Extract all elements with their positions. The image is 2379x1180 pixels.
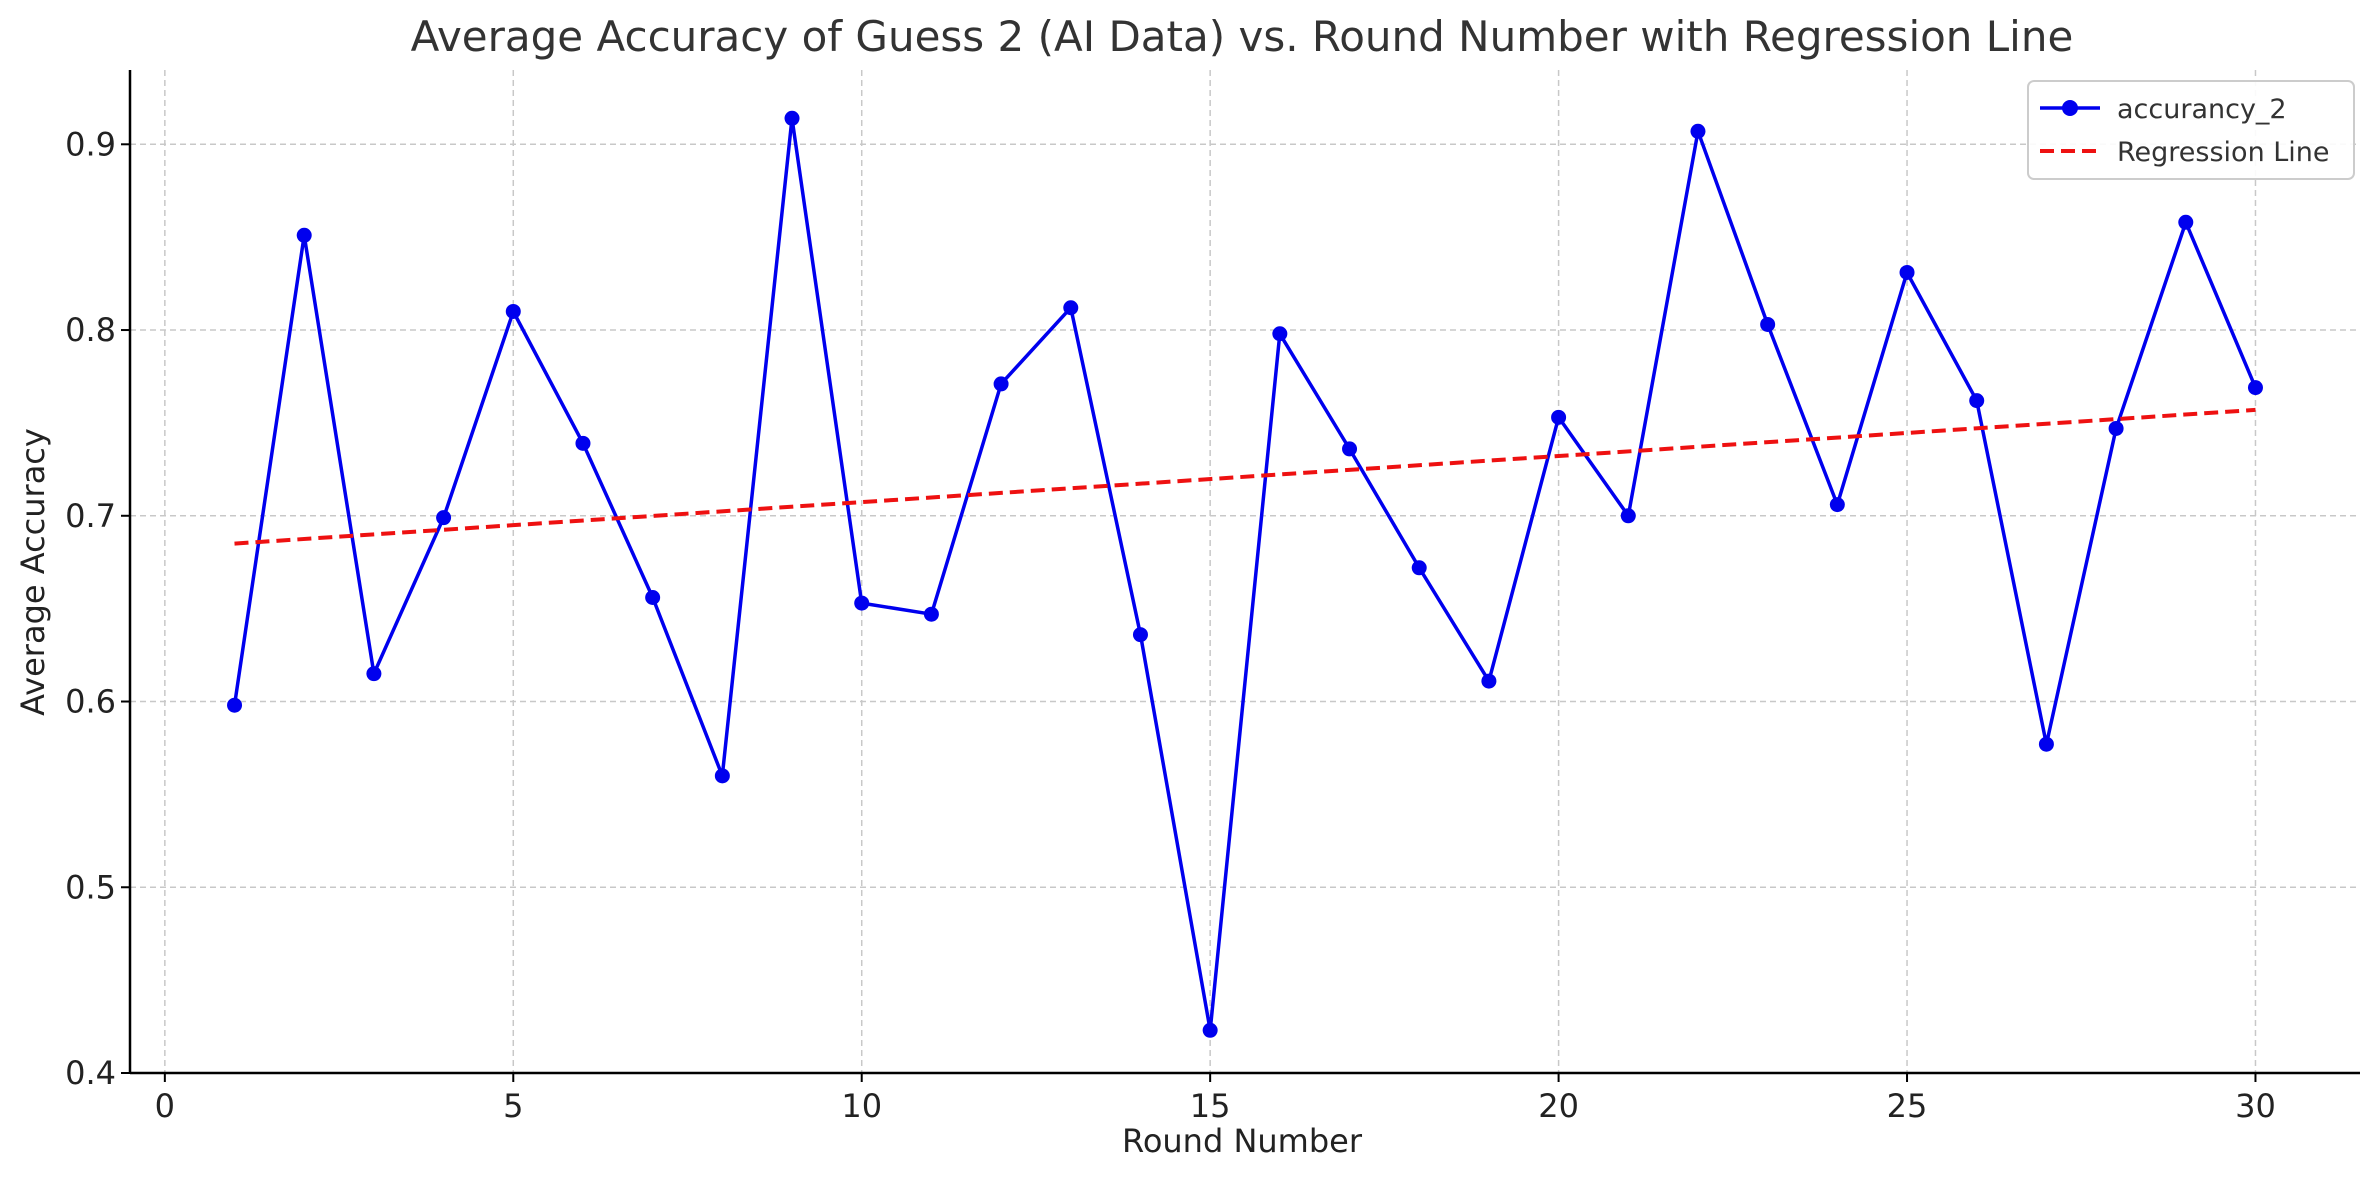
data-point-5	[505, 303, 521, 319]
data-point-6	[575, 435, 591, 451]
legend-frame	[2027, 80, 2355, 180]
data-point-16	[1272, 326, 1288, 342]
x-tick-label-2: 10	[841, 1087, 882, 1125]
regression-line	[234, 407, 2256, 546]
x-tick-label-5: 25	[1887, 1087, 1928, 1125]
x-axis-label: Round Number	[1122, 1122, 1363, 1160]
y-tick-label-5: 0.9	[65, 125, 116, 163]
legend-label-accurancy-2: accurancy_2	[2117, 94, 2287, 125]
y-axis-label: Average Accuracy	[14, 428, 52, 716]
data-point-2	[296, 227, 312, 243]
ticks: 0 5 10 15 20 25 30 0.4 0.5 0.6 0.7 0.8 0.9	[65, 125, 2276, 1125]
legend-marker-accurancy-2	[2062, 100, 2078, 116]
y-tick-label-3: 0.7	[65, 497, 116, 535]
data-point-9	[784, 110, 800, 126]
data-point-13	[1063, 300, 1079, 316]
data-point-7	[645, 590, 661, 606]
data-point-4	[436, 510, 452, 526]
data-point-8	[714, 768, 730, 784]
data-point-19	[1481, 673, 1497, 689]
data-point-22	[1690, 123, 1706, 139]
data-point-17	[1342, 441, 1358, 457]
data-point-12	[993, 376, 1009, 392]
data-point-26	[1969, 393, 1985, 409]
data-point-29	[2178, 214, 2194, 230]
data-point-11	[923, 606, 939, 622]
data-point-20	[1551, 409, 1567, 425]
x-tick-label-4: 20	[1538, 1087, 1579, 1125]
series	[227, 110, 2263, 1038]
y-tick-label-2: 0.6	[65, 683, 116, 721]
y-tick-label-4: 0.8	[65, 311, 116, 349]
data-point-14	[1132, 627, 1148, 643]
data-point-25	[1899, 264, 1915, 280]
x-tick-label-6: 30	[2235, 1087, 2276, 1125]
data-point-10	[854, 595, 870, 611]
x-tick-label-1: 5	[503, 1087, 523, 1125]
data-point-30	[2247, 380, 2263, 396]
data-point-3	[366, 666, 382, 682]
data-point-1	[227, 697, 243, 713]
x-tick-label-0: 0	[155, 1087, 175, 1125]
series-line-accurancy-2	[232, 116, 2258, 1033]
data-point-23	[1760, 316, 1776, 332]
data-point-15	[1202, 1022, 1218, 1038]
data-point-28	[2108, 420, 2124, 436]
legend: accurancy_2 Regression Line	[2027, 80, 2355, 180]
axes	[128, 70, 2360, 1075]
data-point-21	[1620, 508, 1636, 524]
data-point-27	[2038, 736, 2054, 752]
legend-label-regression-line: Regression Line	[2117, 137, 2330, 168]
y-tick-label-0: 0.4	[65, 1054, 116, 1092]
chart-title: Average Accuracy of Guess 2 (AI Data) vs…	[411, 12, 2074, 61]
y-tick-label-1: 0.5	[65, 868, 116, 906]
data-point-18	[1411, 560, 1427, 576]
x-tick-label-3: 15	[1190, 1087, 1231, 1125]
data-point-24	[1829, 497, 1845, 513]
